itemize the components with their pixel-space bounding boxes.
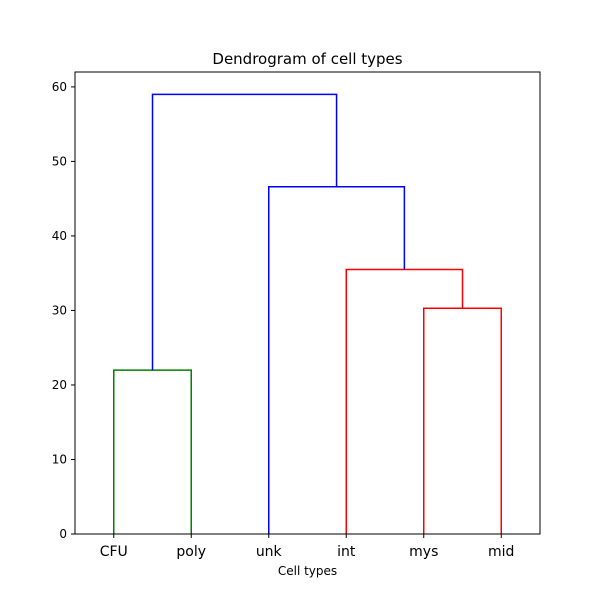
y-tick-label: 0	[59, 527, 67, 541]
y-tick-label: 60	[52, 80, 67, 94]
y-axis: 0 10 20 30 40 50 60	[52, 80, 75, 541]
chart-title: Dendrogram of cell types	[212, 50, 402, 68]
x-tick-label-poly: poly	[176, 544, 206, 560]
x-tick-label-cfu: CFU	[100, 544, 128, 560]
y-tick-label: 10	[52, 452, 67, 466]
x-tick-label-mid: mid	[488, 544, 514, 560]
y-tick-label: 30	[52, 303, 67, 317]
dendrogram-links	[113, 93, 502, 534]
y-tick-label: 20	[52, 378, 67, 392]
plot-area-frame	[74, 71, 541, 535]
dendrogram-link-unk-int-mys-mid	[268, 186, 406, 534]
x-axis: CFU poly unk int mys mid	[100, 534, 514, 560]
x-tick-label-unk: unk	[256, 544, 283, 560]
y-tick-label: 50	[52, 154, 67, 168]
dendrogram-link-int-mys-mid	[345, 268, 464, 534]
y-tick-label: 40	[52, 229, 67, 243]
dendrogram-link-mys-mid	[423, 307, 502, 534]
x-tick-label-mys: mys	[409, 544, 438, 560]
dendrogram-link-root	[151, 93, 338, 371]
dendrogram-link-cfu-poly	[113, 369, 192, 534]
x-tick-label-int: int	[337, 544, 356, 560]
x-axis-label: Cell types	[278, 564, 337, 578]
